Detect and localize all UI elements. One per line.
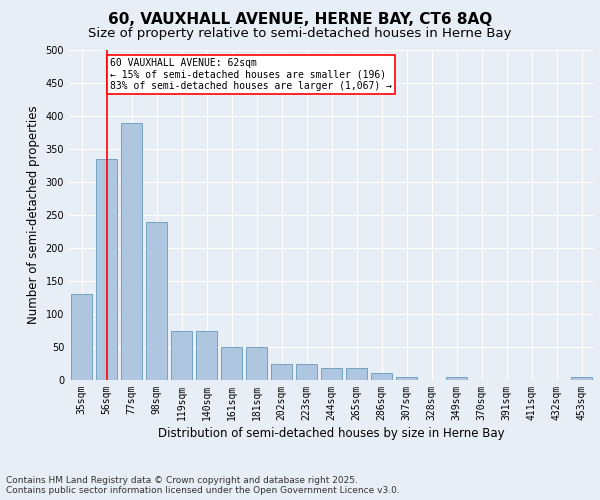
Bar: [271, 364, 292, 380]
Bar: [371, 374, 392, 380]
Bar: [446, 376, 467, 380]
Bar: [246, 347, 267, 380]
Y-axis label: Number of semi-detached properties: Number of semi-detached properties: [27, 106, 40, 324]
Text: 60 VAUXHALL AVENUE: 62sqm
← 15% of semi-detached houses are smaller (196)
83% of: 60 VAUXHALL AVENUE: 62sqm ← 15% of semi-…: [110, 58, 392, 91]
Bar: [146, 222, 167, 380]
Text: 60, VAUXHALL AVENUE, HERNE BAY, CT6 8AQ: 60, VAUXHALL AVENUE, HERNE BAY, CT6 8AQ: [108, 12, 492, 28]
Bar: [296, 364, 317, 380]
Bar: [346, 368, 367, 380]
Bar: [171, 330, 192, 380]
Bar: [321, 368, 342, 380]
Bar: [221, 347, 242, 380]
Bar: [71, 294, 92, 380]
Bar: [96, 159, 117, 380]
X-axis label: Distribution of semi-detached houses by size in Herne Bay: Distribution of semi-detached houses by …: [158, 427, 505, 440]
Text: Contains HM Land Registry data © Crown copyright and database right 2025.
Contai: Contains HM Land Registry data © Crown c…: [6, 476, 400, 495]
Text: Size of property relative to semi-detached houses in Herne Bay: Size of property relative to semi-detach…: [88, 28, 512, 40]
Bar: [396, 376, 417, 380]
Bar: [121, 122, 142, 380]
Bar: [196, 330, 217, 380]
Bar: [571, 376, 592, 380]
